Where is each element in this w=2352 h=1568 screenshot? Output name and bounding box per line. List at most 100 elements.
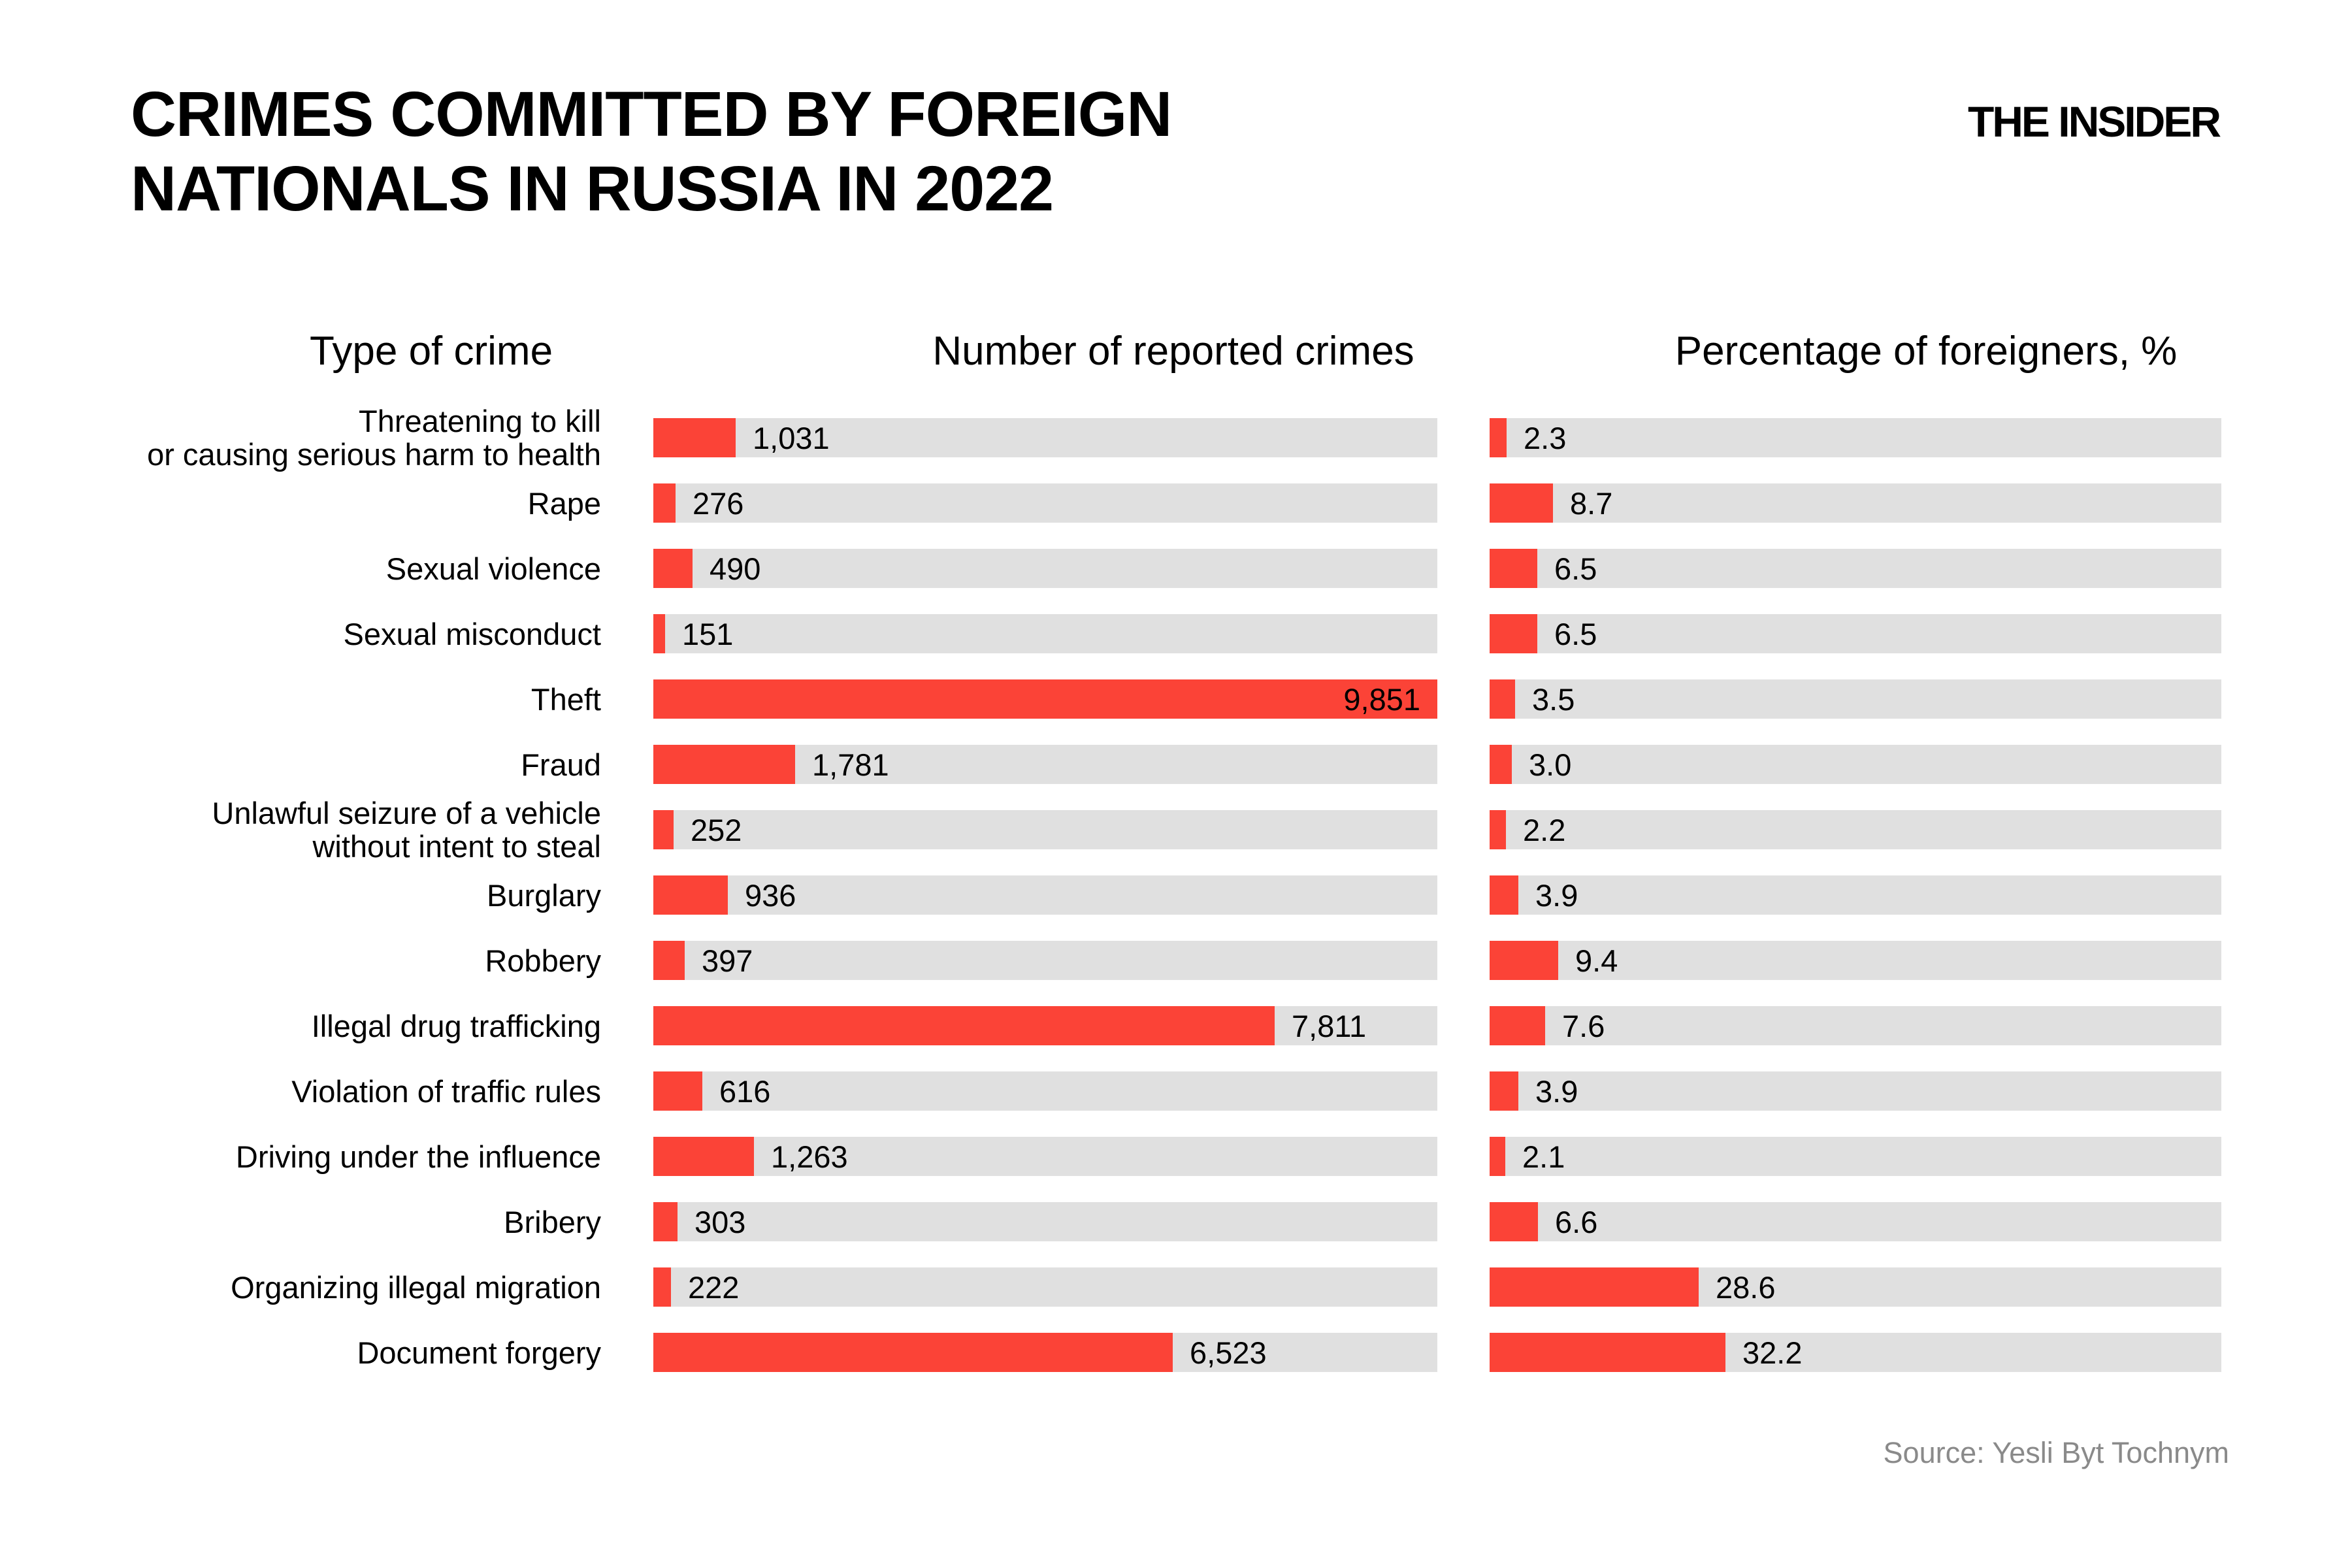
number-bar-track: 1,031 — [653, 418, 1437, 457]
number-bar-track: 936 — [653, 875, 1437, 915]
crime-row: Sexual violence 490 6.5 — [0, 549, 2352, 588]
percentage-bar-track: 3.9 — [1490, 1071, 2221, 1111]
number-bar-fill — [653, 875, 728, 915]
crime-label: Illegal drug trafficking — [311, 1008, 601, 1043]
percentage-bar-track: 8.7 — [1490, 483, 2221, 523]
crime-label: Document forgery — [357, 1335, 601, 1370]
number-bar-track: 9,851 — [653, 679, 1437, 719]
number-bar-track: 1,781 — [653, 745, 1437, 784]
number-value: 1,263 — [771, 1139, 848, 1174]
crime-row: Driving under the influence 1,263 2.1 — [0, 1137, 2352, 1176]
number-value: 276 — [693, 485, 744, 521]
crime-label: Rape — [527, 485, 601, 521]
percentage-value: 2.2 — [1523, 812, 1566, 847]
percentage-bar-fill — [1490, 1333, 1725, 1372]
percentage-value: 6.6 — [1555, 1204, 1598, 1239]
number-value: 222 — [688, 1269, 740, 1305]
crime-row: Sexual misconduct 151 6.5 — [0, 614, 2352, 653]
crime-row: Bribery 303 6.6 — [0, 1202, 2352, 1241]
percentage-value: 7.6 — [1562, 1008, 1605, 1043]
number-value: 9,851 — [1343, 681, 1420, 717]
crime-label: Driving under the influence — [235, 1139, 601, 1174]
number-bar-fill — [653, 614, 665, 653]
number-bar-fill — [653, 1006, 1275, 1045]
crime-row: Violation of traffic rules 616 3.9 — [0, 1071, 2352, 1111]
percentage-bar-fill — [1490, 745, 1512, 784]
crime-label: Robbery — [485, 943, 601, 978]
crime-row: Burglary 936 3.9 — [0, 875, 2352, 915]
number-bar-fill — [653, 549, 693, 588]
number-value: 252 — [691, 812, 742, 847]
percentage-bar-fill — [1490, 614, 1537, 653]
percentage-value: 3.5 — [1532, 681, 1575, 717]
number-bar-track: 276 — [653, 483, 1437, 523]
crime-row: Unlawful seizure of a vehicle without in… — [0, 796, 2352, 864]
percentage-bar-fill — [1490, 1267, 1699, 1307]
percentage-bar-track: 6.6 — [1490, 1202, 2221, 1241]
crime-label: Sexual misconduct — [343, 616, 601, 651]
percentage-bar-track: 6.5 — [1490, 614, 2221, 653]
percentage-bar-track: 2.2 — [1490, 810, 2221, 849]
percentage-bar-fill — [1490, 810, 1506, 849]
number-bar-fill — [653, 418, 736, 457]
number-bar-fill — [653, 810, 674, 849]
percentage-value: 8.7 — [1570, 485, 1613, 521]
percentage-value: 9.4 — [1575, 943, 1618, 978]
crime-label: Theft — [531, 681, 601, 717]
number-bar-track: 6,523 — [653, 1333, 1437, 1372]
number-bar-fill — [653, 483, 676, 523]
number-value: 936 — [745, 877, 796, 913]
percentage-bar-track: 9.4 — [1490, 941, 2221, 980]
number-bar-fill — [653, 1333, 1173, 1372]
crime-label: Violation of traffic rules — [291, 1073, 601, 1109]
crime-label: Unlawful seizure of a vehicle without in… — [212, 796, 601, 864]
brand-logo: THE INSIDER — [1967, 97, 2221, 146]
number-value: 151 — [682, 616, 734, 651]
number-bar-fill — [653, 679, 1437, 719]
percentage-value: 32.2 — [1742, 1335, 1803, 1370]
number-bar-track: 252 — [653, 810, 1437, 849]
percentage-bar-track: 6.5 — [1490, 549, 2221, 588]
percentage-bar-fill — [1490, 1071, 1518, 1111]
number-bar-track: 151 — [653, 614, 1437, 653]
number-bar-fill — [653, 1071, 702, 1111]
number-bar-fill — [653, 941, 685, 980]
percentage-bar-fill — [1490, 875, 1518, 915]
number-bar-track: 1,263 — [653, 1137, 1437, 1176]
percentage-bar-track: 7.6 — [1490, 1006, 2221, 1045]
percentage-value: 28.6 — [1716, 1269, 1776, 1305]
crime-row: Robbery 397 9.4 — [0, 941, 2352, 980]
number-value: 303 — [694, 1204, 746, 1239]
percentage-value: 2.1 — [1522, 1139, 1565, 1174]
crime-row: Threatening to kill or causing serious h… — [0, 404, 2352, 472]
number-bar-track: 490 — [653, 549, 1437, 588]
column-header-percentage: Percentage of foreigners, % — [1674, 328, 2178, 374]
crime-label: Organizing illegal migration — [231, 1269, 601, 1305]
percentage-bar-fill — [1490, 1006, 1545, 1045]
crime-row: Organizing illegal migration 222 28.6 — [0, 1267, 2352, 1307]
number-value: 6,523 — [1190, 1335, 1267, 1370]
percentage-value: 6.5 — [1554, 616, 1597, 651]
percentage-bar-track: 3.9 — [1490, 875, 2221, 915]
column-header-number-of-crimes: Number of reported crimes — [932, 328, 1414, 374]
number-value: 7,811 — [1292, 1008, 1367, 1043]
crime-row: Illegal drug trafficking 7,811 7.6 — [0, 1006, 2352, 1045]
percentage-bar-fill — [1490, 418, 1507, 457]
crime-row: Fraud 1,781 3.0 — [0, 745, 2352, 784]
crime-label: Sexual violence — [385, 551, 601, 586]
number-value: 1,781 — [812, 747, 889, 782]
number-bar-track: 397 — [653, 941, 1437, 980]
percentage-value: 3.9 — [1535, 877, 1578, 913]
percentage-bar-fill — [1490, 483, 1553, 523]
percentage-bar-track: 28.6 — [1490, 1267, 2221, 1307]
percentage-value: 6.5 — [1554, 551, 1597, 586]
number-bar-track: 222 — [653, 1267, 1437, 1307]
source-note: Source: Yesli Byt Tochnym — [1883, 1436, 2229, 1469]
number-bar-fill — [653, 1137, 754, 1176]
crime-label: Burglary — [486, 877, 601, 913]
percentage-bar-track: 2.3 — [1490, 418, 2221, 457]
number-value: 1,031 — [753, 420, 830, 455]
crime-label: Threatening to kill or causing serious h… — [147, 404, 601, 472]
percentage-bar-fill — [1490, 1202, 1538, 1241]
